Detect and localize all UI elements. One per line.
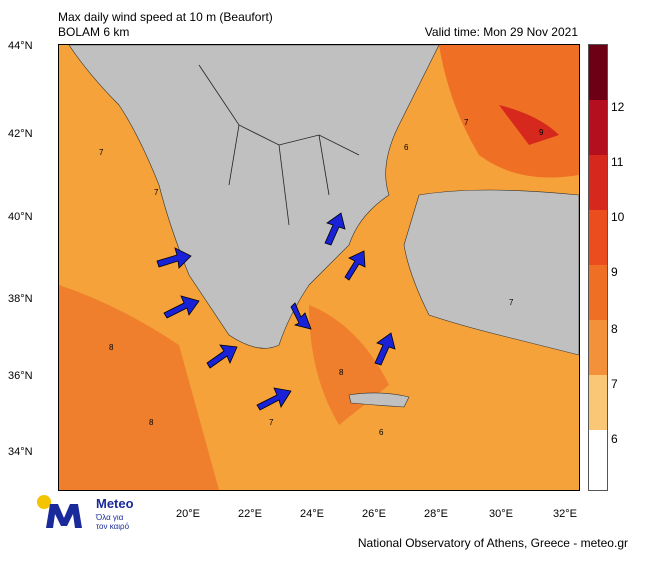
map-label: 8 [149, 418, 154, 427]
wind-arrow [163, 295, 200, 319]
colorbar-band [589, 320, 607, 375]
map-label: 7 [509, 298, 514, 307]
colorbar-label: 8 [611, 322, 618, 336]
lat-label: 34°N [8, 446, 33, 458]
colorbar [588, 44, 608, 491]
colorbar-band [589, 100, 607, 155]
lon-label: 22°E [238, 508, 262, 520]
colorbar-label: 6 [611, 432, 618, 446]
colorbar-band [589, 375, 607, 430]
map-label: 8 [109, 343, 114, 352]
colorbar-label: 9 [611, 265, 618, 279]
logo-tagline: Όλα για τον καιρό [96, 513, 129, 531]
colorbar-band [589, 210, 607, 265]
meteo-logo [37, 495, 82, 528]
wind-arrows [156, 212, 396, 411]
lat-label: 44°N [8, 40, 33, 52]
lat-label: 38°N [8, 293, 33, 305]
map-label: 6 [379, 428, 384, 437]
lat-label: 36°N [8, 370, 33, 382]
chart-title: Max daily wind speed at 10 m (Beaufort) … [58, 10, 273, 40]
wind-arrow [206, 344, 238, 369]
wind-zone-8-west [59, 285, 219, 490]
wind-arrow [324, 212, 346, 246]
country-borders [198, 64, 360, 226]
lat-label: 42°N [8, 128, 33, 140]
map-label: 9 [539, 128, 544, 137]
wind-arrow [156, 247, 192, 269]
map-label: 7 [99, 148, 104, 157]
map-label: 7 [464, 118, 469, 127]
anatolia-land [403, 189, 579, 356]
map-label: 6 [404, 143, 409, 152]
colorbar-label: 11 [611, 155, 624, 169]
colorbar-label: 12 [611, 100, 625, 114]
lon-label: 26°E [362, 508, 386, 520]
map-canvas: 7 7 8 8 9 7 6 8 6 7 7 [59, 45, 579, 490]
footer-credit: National Observatory of Athens, Greece -… [357, 536, 628, 550]
wind-arrow [256, 387, 292, 411]
wind-arrow [344, 250, 366, 281]
map-label: 8 [339, 368, 344, 377]
logo-name: Meteo [96, 496, 134, 511]
lon-label: 28°E [424, 508, 448, 520]
colorbar-label: 7 [611, 377, 618, 391]
colorbar-band [589, 430, 607, 490]
colorbar-band [589, 265, 607, 320]
lon-label: 32°E [553, 508, 577, 520]
logo-tagline-1: Όλα για [96, 513, 124, 522]
lon-label: 30°E [489, 508, 513, 520]
title-line-2: BOLAM 6 km [58, 25, 130, 39]
beaufort-labels: 7 7 8 8 9 7 6 8 6 7 7 [99, 118, 544, 437]
lon-label: 24°E [300, 508, 324, 520]
crete-island [348, 392, 410, 408]
colorbar-label: 10 [611, 210, 625, 224]
balkans-land [68, 45, 440, 349]
map-label: 7 [269, 418, 274, 427]
wind-arrow [374, 332, 396, 366]
wind-map: 7 7 8 8 9 7 6 8 6 7 7 [58, 44, 580, 491]
title-line-1: Max daily wind speed at 10 m (Beaufort) [58, 10, 273, 24]
valid-time: Valid time: Mon 29 Nov 2021 [424, 25, 578, 39]
logo-tagline-2: τον καιρό [96, 522, 130, 531]
colorbar-band [589, 45, 607, 100]
wind-arrow [290, 302, 312, 330]
colorbar-band [589, 155, 607, 210]
lon-label: 20°E [176, 508, 200, 520]
wind-zone-9-core [499, 105, 559, 145]
lat-label: 40°N [8, 211, 33, 223]
map-label: 7 [154, 188, 159, 197]
